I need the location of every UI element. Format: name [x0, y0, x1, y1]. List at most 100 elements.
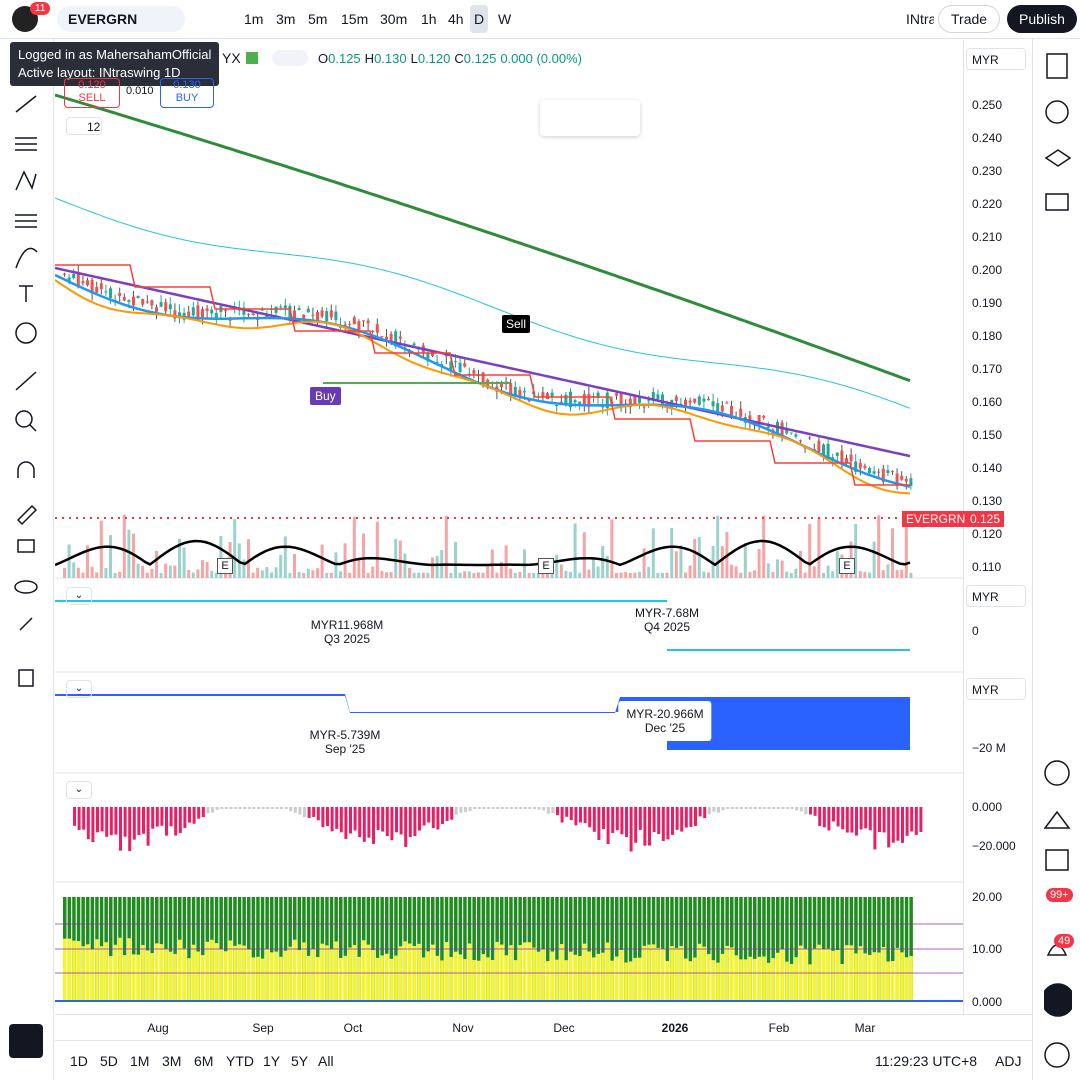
indicator-toggle[interactable]: 12: [66, 117, 102, 135]
range-button[interactable]: 3M: [162, 1053, 182, 1069]
momentum-bar: [901, 807, 904, 843]
volume-bar: [564, 570, 568, 578]
volume-bar: [72, 562, 76, 578]
candle: [725, 402, 729, 404]
momentum-bar: [855, 807, 858, 836]
yellow-bar: [63, 938, 67, 1002]
collapse[interactable]: ⌄: [66, 587, 92, 605]
range-button[interactable]: 1D: [70, 1053, 88, 1069]
interval[interactable]: 3m: [276, 11, 296, 27]
interval[interactable]: W: [498, 11, 512, 27]
yellow-bar: [891, 961, 895, 1002]
momentum-bar: [556, 807, 559, 816]
momentum-bar: [629, 807, 633, 852]
volume-bar: [242, 559, 246, 578]
candle: [835, 452, 839, 456]
volume-bar: [615, 572, 618, 578]
green-bar: [196, 897, 200, 1002]
momentum-bar: [533, 807, 536, 809]
range-button[interactable]: 6M: [194, 1053, 214, 1069]
green-bar: [371, 897, 375, 1002]
volume-bar: [352, 516, 356, 578]
publish-button[interactable]: Publish: [1007, 5, 1077, 33]
momentum-bar: [873, 807, 877, 850]
volume-bar: [785, 571, 789, 578]
yellow-bar: [306, 955, 311, 1002]
watermark-button[interactable]: [9, 1024, 43, 1058]
green-bar: [481, 897, 486, 1002]
legend-toggle[interactable]: [272, 50, 308, 66]
range-button[interactable]: 5D: [100, 1053, 118, 1069]
range-button[interactable]: 5Y: [291, 1053, 309, 1069]
candle: [371, 331, 375, 333]
momentum-bar: [758, 807, 762, 809]
candle: [385, 336, 388, 340]
collapse[interactable]: ⌄: [66, 680, 92, 698]
volume-bar: [596, 566, 600, 578]
adj[interactable]: ADJ: [995, 1053, 1022, 1069]
tooltip-line: Active layout: INtraswing 1D: [18, 65, 181, 80]
green-bar: [454, 897, 458, 1002]
momentum-bar: [234, 807, 237, 809]
green-bar: [757, 897, 762, 1002]
interval[interactable]: 4h: [448, 11, 464, 27]
pane5-axis-label: 10.00: [972, 942, 1003, 956]
yellow-bar: [389, 958, 394, 1002]
range-button[interactable]: 1Y: [263, 1053, 281, 1069]
range-button[interactable]: All: [318, 1053, 334, 1069]
candle: [868, 468, 871, 474]
yellow-bar: [205, 941, 210, 1002]
green-bar: [900, 897, 904, 1002]
interval[interactable]: 5m: [308, 11, 328, 27]
layout-name[interactable]: INtra: [906, 11, 934, 27]
momentum-bar: [579, 807, 582, 823]
momentum-bar: [634, 807, 638, 843]
green-bar: [389, 897, 394, 1002]
interval[interactable]: D: [470, 5, 489, 33]
yellow-bar: [265, 948, 269, 1002]
collapse[interactable]: ⌄: [66, 781, 92, 799]
notifications-badge: 49: [1054, 934, 1075, 948]
candle: [573, 400, 577, 403]
drawing-tools[interactable]: [10, 90, 42, 690]
candle: [320, 310, 324, 317]
volume-bar: [684, 572, 687, 578]
yellow-bar: [81, 946, 85, 1002]
pane3-currency[interactable]: MYR: [966, 678, 1026, 700]
yellow-bar: [670, 946, 674, 1002]
candle: [688, 400, 692, 403]
interval[interactable]: 1h: [421, 11, 437, 27]
candle: [647, 400, 651, 402]
yellow-bar: [495, 941, 499, 1002]
momentum-bar: [224, 807, 228, 809]
green-bar: [477, 897, 481, 1002]
volume-bar: [306, 568, 310, 578]
pane2-currency[interactable]: MYR: [966, 585, 1026, 607]
trade-button[interactable]: Trade: [938, 5, 1001, 33]
volume-bar: [274, 567, 278, 578]
momentum-bar: [261, 807, 265, 809]
momentum-bar: [82, 807, 86, 830]
green-bar: [440, 897, 444, 1002]
interval[interactable]: 30m: [380, 11, 408, 27]
green-bar: [486, 897, 490, 1002]
candle: [127, 300, 131, 303]
interval[interactable]: 1m: [244, 11, 264, 27]
volume-bar: [868, 572, 871, 578]
sell-box[interactable]: 0.120 SELL: [64, 78, 120, 108]
candle: [95, 286, 99, 293]
range-button[interactable]: 1M: [130, 1053, 150, 1069]
symbol-search[interactable]: [57, 6, 185, 32]
momentum-bar: [367, 807, 371, 838]
range-button[interactable]: YTD: [226, 1053, 254, 1069]
currency[interactable]: MYR: [966, 48, 1026, 70]
sidebar-icons[interactable]: [1044, 50, 1072, 1070]
yellow-bar: [288, 946, 292, 1002]
interval[interactable]: 15m: [341, 11, 369, 27]
buy-box[interactable]: 0.130 BUY: [160, 78, 214, 108]
yellow-bar: [412, 946, 417, 1002]
time-axis-label: Sep: [252, 1021, 274, 1035]
pattern-toolbar[interactable]: [540, 100, 640, 136]
yellow-bar: [803, 948, 808, 1002]
candle: [325, 311, 329, 322]
